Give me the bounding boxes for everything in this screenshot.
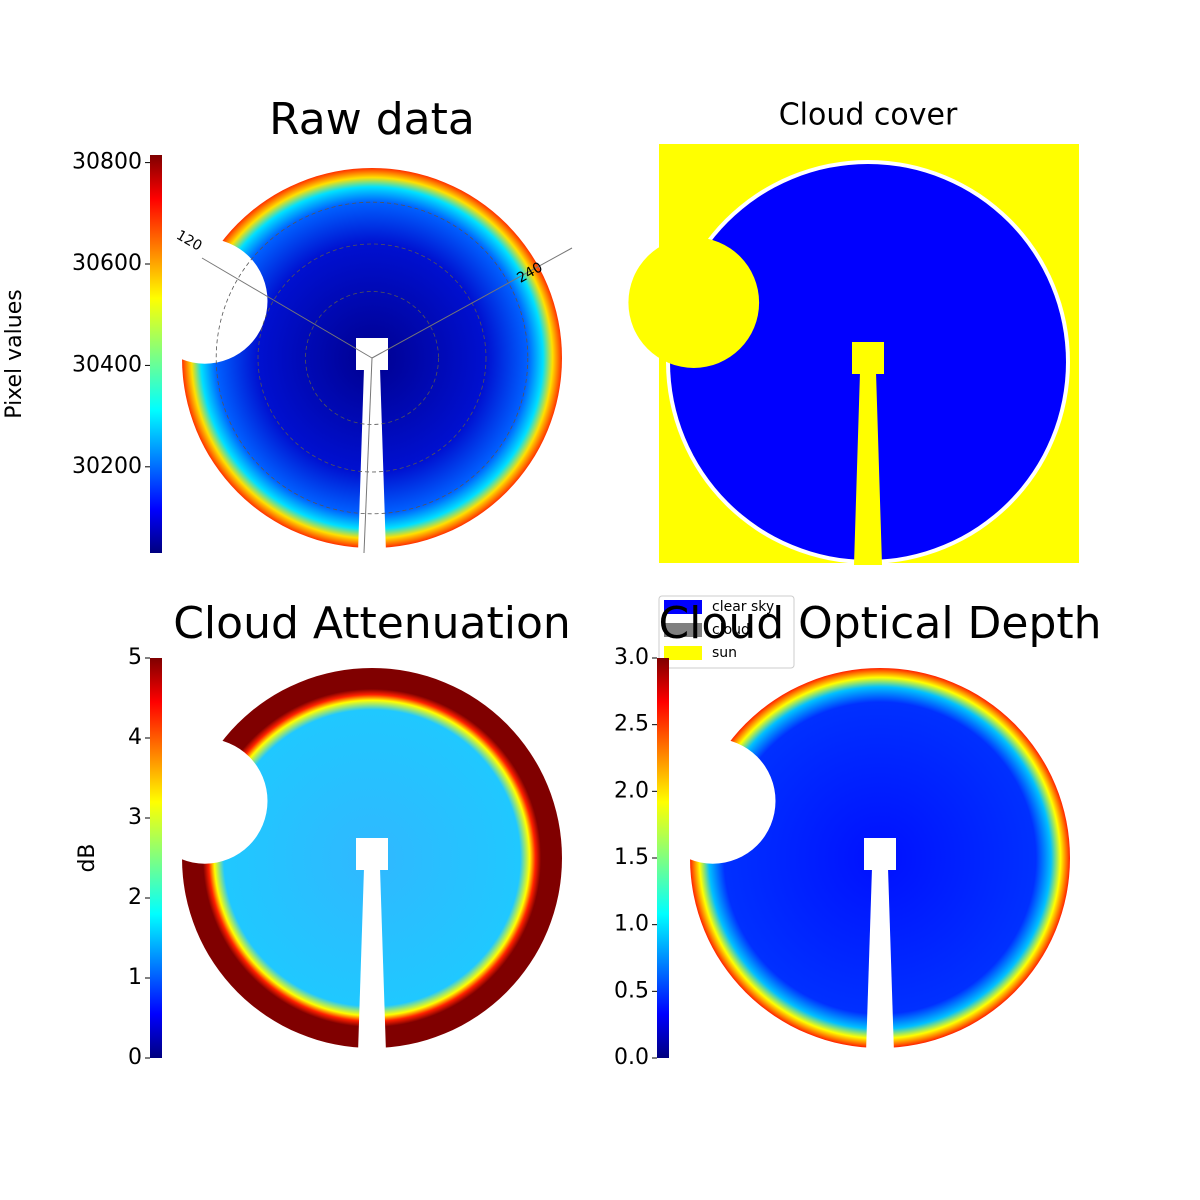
legend-label: sun	[712, 645, 737, 661]
colorbar	[150, 155, 162, 553]
legend-label: cloud	[712, 622, 750, 638]
polar-grid	[371, 247, 573, 359]
colorbar-label: dB	[75, 843, 100, 872]
colorbar-label: Pixel values	[2, 289, 27, 418]
tick-label: 1	[128, 965, 142, 990]
mast	[358, 868, 386, 1053]
tick-label: 4	[128, 725, 142, 750]
colorbar	[657, 658, 669, 1058]
legend-swatch	[664, 623, 702, 637]
tick-label: 30200	[72, 454, 142, 479]
mast-top	[852, 342, 884, 374]
tick-label: 5	[128, 645, 142, 670]
obstruction	[142, 238, 268, 364]
tick-label: 2.0	[614, 778, 649, 803]
polar-grid	[215, 201, 529, 515]
panel-title: Cloud Optical Depth	[658, 598, 1101, 649]
polar-grid	[305, 291, 439, 425]
tick-label: 0.0	[614, 1045, 649, 1070]
obstruction	[628, 237, 760, 368]
legend-swatch	[664, 600, 702, 614]
mast-top	[356, 838, 388, 870]
mast-top	[864, 838, 896, 870]
mast	[866, 868, 894, 1053]
tick-label: 2	[128, 885, 142, 910]
obstruction	[142, 738, 268, 864]
panel-title: Cloud cover	[779, 98, 958, 133]
legend-swatch	[664, 646, 702, 660]
polar-grid	[363, 357, 373, 554]
polar-grid	[257, 243, 487, 473]
tick-label: 30600	[72, 251, 142, 276]
colorbar	[150, 658, 162, 1058]
panel-title: Cloud Attenuation	[173, 598, 571, 649]
tick-label: 0	[128, 1045, 142, 1070]
polar-grid	[201, 257, 373, 359]
tick-label: 1.5	[614, 845, 649, 870]
tick-label: 30400	[72, 352, 142, 377]
mast	[854, 372, 882, 565]
tick-label: 3	[128, 805, 142, 830]
tick-label: 2.5	[614, 712, 649, 737]
legend-label: clear sky	[712, 599, 774, 615]
mast	[358, 368, 386, 553]
panel-title: Raw data	[269, 94, 475, 145]
tick-label: 0.5	[614, 978, 649, 1003]
obstruction	[650, 738, 776, 864]
tick-label: 1.0	[614, 912, 649, 937]
tick-label: 30800	[72, 150, 142, 175]
tick-label: 3.0	[614, 645, 649, 670]
